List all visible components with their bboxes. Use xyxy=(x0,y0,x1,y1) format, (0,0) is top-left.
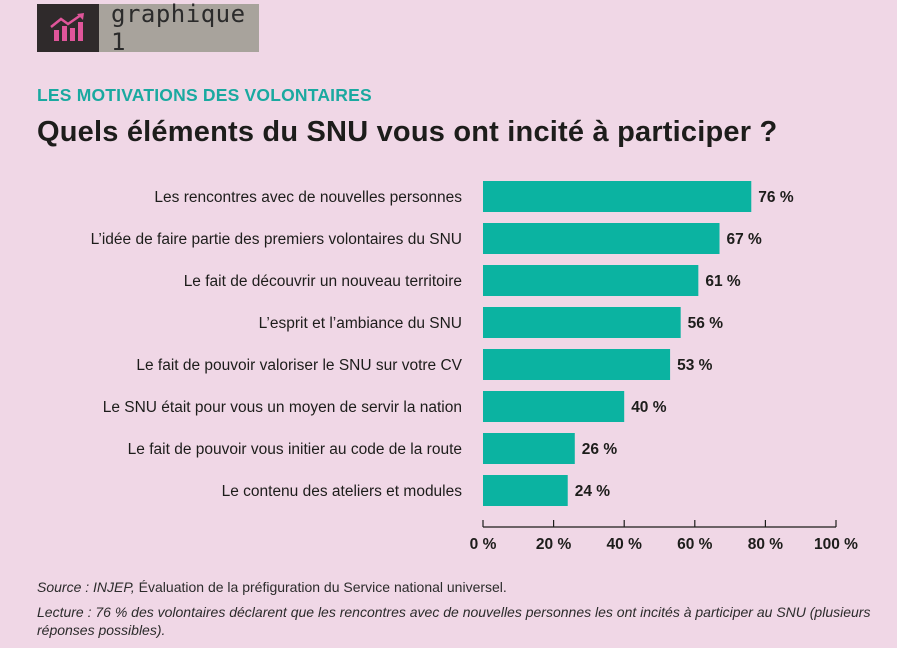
source-prefix: Source : INJEP, xyxy=(37,579,135,595)
bar-value-label: 56 % xyxy=(688,315,724,332)
x-tick-label: 60 % xyxy=(677,536,713,553)
bar-value-label: 24 % xyxy=(575,483,611,500)
x-tick-label: 0 % xyxy=(470,536,497,553)
category-label: L’idée de faire partie des premiers volo… xyxy=(91,231,462,248)
bar-value-label: 53 % xyxy=(677,357,713,374)
bar xyxy=(483,433,575,464)
category-label: Le fait de découvrir un nouveau territoi… xyxy=(184,273,462,290)
x-tick-label: 40 % xyxy=(607,536,643,553)
bar xyxy=(483,265,699,296)
category-label: Le fait de pouvoir vous initier au code … xyxy=(128,441,462,458)
bar-chart: Les rencontres avec de nouvelles personn… xyxy=(91,181,858,553)
lecture-note: Lecture : 76 % des volontaires déclarent… xyxy=(37,604,871,638)
category-label: Le SNU était pour vous un moyen de servi… xyxy=(103,399,462,416)
bar-value-label: 40 % xyxy=(631,399,667,416)
bar xyxy=(483,391,625,422)
bar-value-label: 67 % xyxy=(727,231,763,248)
category-label: Le contenu des ateliers et modules xyxy=(222,483,463,500)
category-label: Les rencontres avec de nouvelles personn… xyxy=(154,189,462,206)
bar-value-label: 61 % xyxy=(705,273,741,290)
chart-notes: Source : INJEP, Évaluation de la préfigu… xyxy=(37,578,877,646)
x-tick-label: 100 % xyxy=(814,536,858,553)
bar xyxy=(483,349,671,380)
category-label: L’esprit et l’ambiance du SNU xyxy=(259,315,462,332)
x-tick-label: 80 % xyxy=(748,536,784,553)
trending-up-bar-chart-icon xyxy=(37,4,99,52)
source-text: Évaluation de la préfiguration du Servic… xyxy=(134,579,507,595)
category-label: Le fait de pouvoir valoriser le SNU sur … xyxy=(136,357,462,374)
chart-subtitle: LES MOTIVATIONS DES VOLONTAIRES xyxy=(37,85,372,105)
bar-value-label: 26 % xyxy=(582,441,618,458)
bar xyxy=(483,223,720,254)
x-tick-label: 20 % xyxy=(536,536,572,553)
bar-value-label: 76 % xyxy=(758,189,794,206)
bar xyxy=(483,181,752,212)
source-note: Source : INJEP, Évaluation de la préfigu… xyxy=(37,578,877,596)
chart-badge-label: graphique 1 xyxy=(99,0,259,56)
chart-title: Quels éléments du SNU vous ont incité à … xyxy=(37,116,778,148)
bar xyxy=(483,307,681,338)
bar xyxy=(483,475,568,506)
chart-badge: graphique 1 xyxy=(37,0,259,56)
